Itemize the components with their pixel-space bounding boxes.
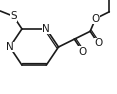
Text: O: O <box>91 14 100 24</box>
Text: N: N <box>6 42 14 52</box>
Text: S: S <box>10 11 17 21</box>
Text: N: N <box>42 24 50 34</box>
Text: O: O <box>94 38 102 48</box>
Text: O: O <box>79 47 87 57</box>
